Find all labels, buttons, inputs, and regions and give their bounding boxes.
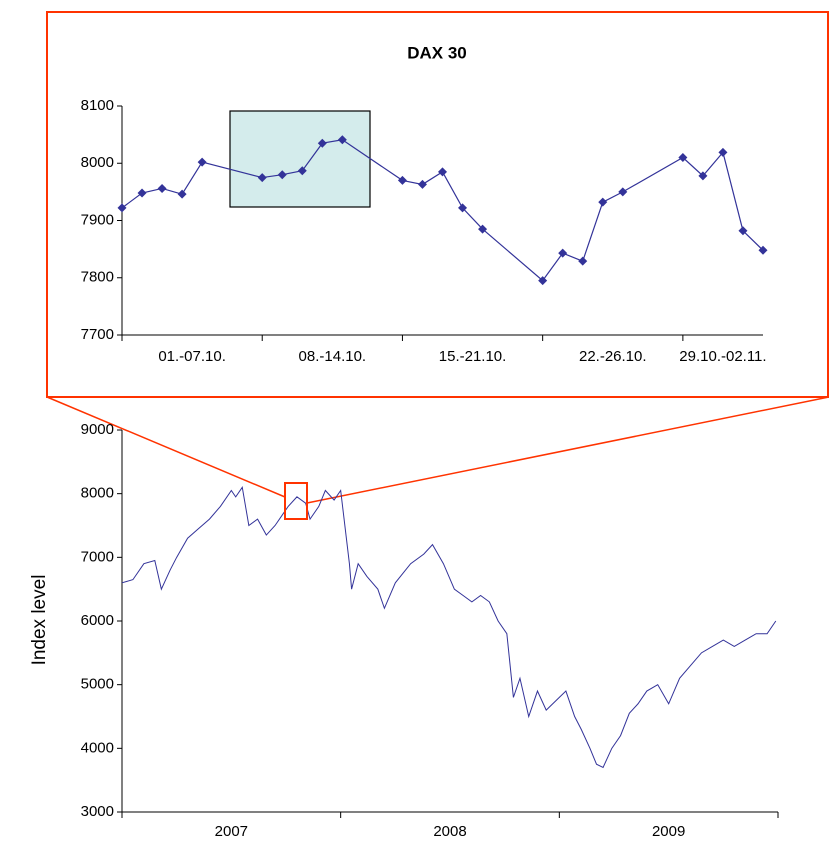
- data-point: [538, 276, 548, 286]
- data-point: [438, 167, 447, 177]
- data-point: [117, 203, 127, 213]
- y-tick-label: 8100: [81, 97, 114, 114]
- data-point: [458, 203, 468, 213]
- inset-frame: [46, 11, 829, 398]
- zoom-connector: [46, 396, 286, 498]
- inset-title: DAX 30: [407, 43, 467, 62]
- x-tick-label: 29.10.-02.11.: [679, 348, 766, 365]
- y-tick-label: 6000: [81, 612, 114, 629]
- y-tick-label: 4000: [81, 739, 114, 756]
- data-point: [297, 166, 307, 176]
- data-point: [317, 138, 327, 148]
- data-point: [758, 245, 768, 255]
- x-tick-label: 01.-07.10.: [158, 348, 226, 365]
- x-category-label: 2007: [215, 823, 248, 840]
- plots: 7700 7800 7900 8000 8100 01.-07.10. 08.-14.10.…: [81, 97, 779, 840]
- x-category-label: 2009: [652, 823, 685, 840]
- y-tick-label: 8000: [81, 485, 114, 502]
- data-point: [337, 135, 347, 145]
- y-tick-label: 7900: [81, 211, 114, 228]
- y-tick-label: 5000: [81, 676, 114, 693]
- y-tick-label: 7000: [81, 548, 114, 565]
- data-point: [678, 153, 688, 163]
- data-point: [197, 157, 207, 167]
- data-point: [598, 197, 608, 207]
- y-tick-label: 3000: [81, 803, 114, 820]
- data-point: [478, 224, 488, 234]
- data-point: [277, 170, 287, 180]
- highlight-box: [229, 110, 371, 208]
- y-tick-label: 7700: [81, 326, 114, 343]
- y-tick-label: 9000: [81, 421, 114, 438]
- y-axis-label: Index level: [29, 575, 50, 666]
- data-point: [558, 248, 568, 258]
- data-point: [177, 189, 187, 199]
- y-tick-label: 8000: [81, 154, 114, 171]
- data-point: [618, 187, 628, 197]
- data-point: [578, 256, 588, 266]
- data-point: [137, 188, 147, 198]
- x-category-label: 2008: [433, 823, 466, 840]
- data-point: [718, 147, 728, 157]
- data-point: [698, 171, 708, 181]
- data-line: [121, 486, 777, 769]
- x-tick-label: 15.-21.10.: [439, 348, 507, 365]
- data-point: [157, 183, 167, 193]
- data-point: [738, 226, 748, 236]
- data-point: [397, 175, 407, 185]
- y-tick-label: 7800: [81, 269, 114, 286]
- zoom-box: [284, 482, 308, 520]
- x-tick-label: 22.-26.10.: [579, 348, 647, 365]
- zoom-connector: [306, 396, 829, 504]
- data-point: [257, 173, 267, 183]
- data-point: [417, 179, 427, 189]
- x-tick-label: 08.-14.10.: [299, 348, 367, 365]
